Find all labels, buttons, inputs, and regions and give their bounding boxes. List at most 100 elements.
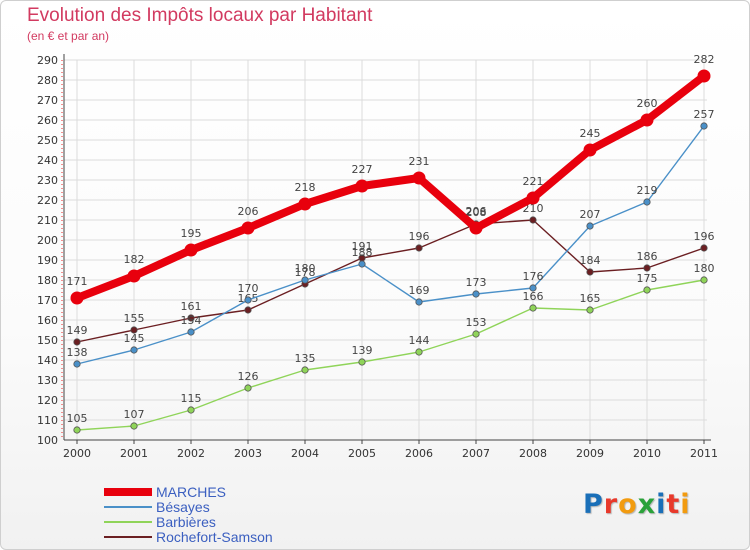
x-tick-label: 2011 xyxy=(690,447,718,460)
data-label: 153 xyxy=(466,316,487,329)
data-point xyxy=(244,384,252,392)
x-tick-label: 2006 xyxy=(405,447,433,460)
data-label: 196 xyxy=(409,230,430,243)
data-label: 182 xyxy=(124,253,145,266)
data-label: 188 xyxy=(352,246,373,259)
y-tick-label: 140 xyxy=(37,354,58,367)
data-label: 144 xyxy=(409,334,430,347)
legend-label: Rochefort-Samson xyxy=(156,529,273,545)
data-point xyxy=(301,366,309,374)
data-point xyxy=(73,426,81,434)
data-point xyxy=(241,221,255,235)
data-label: 149 xyxy=(67,324,88,337)
x-tick-label: 2002 xyxy=(177,447,205,460)
data-point xyxy=(700,244,708,252)
series-line xyxy=(76,279,705,431)
data-point xyxy=(358,358,366,366)
data-label: 186 xyxy=(637,250,658,263)
x-tick-label: 2004 xyxy=(291,447,319,460)
data-point xyxy=(700,276,708,284)
data-point xyxy=(244,296,252,304)
data-point xyxy=(70,291,84,305)
data-point xyxy=(583,143,597,157)
data-label: 282 xyxy=(694,53,715,66)
data-label: 191 xyxy=(352,240,373,253)
x-tick-label: 2008 xyxy=(519,447,547,460)
data-point xyxy=(184,243,198,257)
data-label: 184 xyxy=(580,254,601,267)
data-point xyxy=(301,276,309,284)
data-point xyxy=(526,191,540,205)
data-point xyxy=(472,330,480,338)
data-point xyxy=(298,197,312,211)
data-point xyxy=(700,122,708,130)
y-tick-label: 170 xyxy=(37,294,58,307)
y-tick-label: 160 xyxy=(37,314,58,327)
data-point xyxy=(529,216,537,224)
data-label: 115 xyxy=(181,392,202,405)
x-tick-label: 2010 xyxy=(633,447,661,460)
legend-label: Barbières xyxy=(156,514,216,530)
series-line xyxy=(73,72,708,302)
data-label: 139 xyxy=(352,344,373,357)
data-label: 107 xyxy=(124,408,145,421)
data-label: 221 xyxy=(523,175,544,188)
y-tick-label: 250 xyxy=(37,134,58,147)
data-label: 206 xyxy=(466,205,487,218)
data-point xyxy=(412,171,426,185)
data-label: 175 xyxy=(637,272,658,285)
data-point xyxy=(469,221,483,235)
data-point xyxy=(643,198,651,206)
x-tick-label: 2003 xyxy=(234,447,262,460)
data-label: 257 xyxy=(694,108,715,121)
data-label: 145 xyxy=(124,332,145,345)
data-label: 180 xyxy=(694,262,715,275)
series-marches: 171 182 195 206 218 227 231 206 221 245 260 282 xyxy=(67,53,715,305)
data-point xyxy=(127,269,141,283)
data-point xyxy=(187,314,195,322)
data-point xyxy=(355,179,369,193)
data-label: 260 xyxy=(637,97,658,110)
y-tick-label: 120 xyxy=(37,394,58,407)
legend-swatch xyxy=(104,506,152,508)
proxiti-logo: Proxiti xyxy=(583,489,691,520)
data-label: 165 xyxy=(580,292,601,305)
data-label: 105 xyxy=(67,412,88,425)
data-point xyxy=(358,260,366,268)
data-point xyxy=(415,244,423,252)
data-label: 218 xyxy=(295,181,316,194)
data-label: 173 xyxy=(466,276,487,289)
data-point xyxy=(643,264,651,272)
y-tick-label: 110 xyxy=(37,414,58,427)
y-tick-label: 240 xyxy=(37,154,58,167)
x-tick-label: 2000 xyxy=(63,447,91,460)
data-label: 171 xyxy=(67,275,88,288)
data-label: 154 xyxy=(181,314,202,327)
y-tick-label: 150 xyxy=(37,334,58,347)
data-label: 161 xyxy=(181,300,202,313)
data-label: 196 xyxy=(694,230,715,243)
data-point xyxy=(643,286,651,294)
legend-swatch xyxy=(104,521,152,523)
series-rochefort-samson: 149155161165178191196208210184186196 xyxy=(67,202,715,346)
data-point xyxy=(529,304,537,312)
series-line xyxy=(76,125,705,365)
y-tick-label: 220 xyxy=(37,194,58,207)
legend-label: Bésayes xyxy=(156,499,210,515)
data-point xyxy=(244,306,252,314)
data-label: 195 xyxy=(181,227,202,240)
data-point xyxy=(187,406,195,414)
y-tick-label: 190 xyxy=(37,254,58,267)
data-label: 138 xyxy=(67,346,88,359)
series-b-sayes: 138 145 154 170 180 188 169 173 176 207 219 257 xyxy=(67,108,715,368)
data-label: 178 xyxy=(295,266,316,279)
data-label: 155 xyxy=(124,312,145,325)
legend-swatch xyxy=(104,488,152,496)
data-point xyxy=(73,338,81,346)
data-label: 227 xyxy=(352,163,373,176)
y-tick-label: 100 xyxy=(37,434,58,447)
data-point xyxy=(73,360,81,368)
data-point xyxy=(472,290,480,298)
data-point xyxy=(130,326,138,334)
data-label: 207 xyxy=(580,208,601,221)
